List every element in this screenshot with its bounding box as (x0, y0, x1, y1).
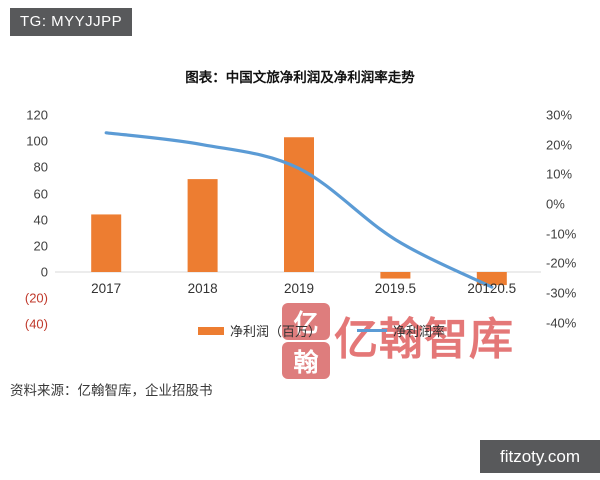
y-axis-left-tick-label: 60 (33, 186, 48, 201)
y-axis-left-tick-label: 100 (26, 133, 48, 149)
x-axis-tick-label: 2019.5 (374, 281, 417, 296)
y-axis-left-tick-label: (40) (24, 316, 48, 332)
chart-title: 图表：中国文旅净利润及净利润率走势 (185, 70, 415, 85)
bar-net-profit (91, 214, 122, 272)
chart-legend: 净利润（百万） 净利润率 (198, 321, 445, 340)
y-axis-left-tick-label: 120 (26, 107, 48, 123)
y-axis-right-tick-label: -20% (546, 255, 577, 271)
legend-item-net-profit: 净利润（百万） (198, 321, 321, 340)
x-axis-tick-label: 2017 (91, 281, 122, 296)
channel-badge: TG: MYYJJPP (10, 8, 133, 36)
bar-net-profit (284, 137, 314, 272)
y-axis-left-tick-label: 80 (33, 159, 48, 175)
y-axis-right-tick-label: 0% (546, 196, 565, 212)
y-axis-left-tick-label: 0 (40, 264, 48, 280)
net-margin-line (104, 131, 494, 289)
bar-net-profit (380, 272, 411, 279)
x-axis-tick-label: 20120.5 (467, 281, 517, 296)
y-axis-right-tick-label: -40% (546, 315, 577, 331)
y-axis-right-tick-label: -30% (546, 285, 577, 301)
x-axis-tick-label: 2019 (283, 281, 315, 296)
y-axis-left-tick-label: 20 (33, 238, 48, 254)
legend-label-net-margin: 净利润率 (393, 324, 446, 339)
source-note: 资料来源：亿翰智库，企业招股书 (10, 383, 213, 398)
y-axis-right-tick-label: 20% (546, 137, 573, 153)
site-watermark: fitzoty.com (480, 440, 600, 473)
y-axis-right-tick-label: 10% (546, 166, 573, 182)
line-series-swatch-icon (357, 329, 388, 332)
x-axis-tick-label: 2018 (187, 281, 218, 296)
legend-item-net-margin: 净利润率 (357, 321, 445, 340)
y-axis-left-tick-label: (20) (24, 290, 48, 306)
bar-net-profit (187, 179, 218, 272)
y-axis-right-tick-label: -10% (546, 226, 577, 242)
y-axis-right-tick-label: 30% (546, 107, 573, 123)
legend-label-net-profit: 净利润（百万） (230, 324, 322, 339)
bar-series-swatch-icon (198, 326, 224, 335)
y-axis-left-tick-label: 40 (33, 212, 48, 228)
